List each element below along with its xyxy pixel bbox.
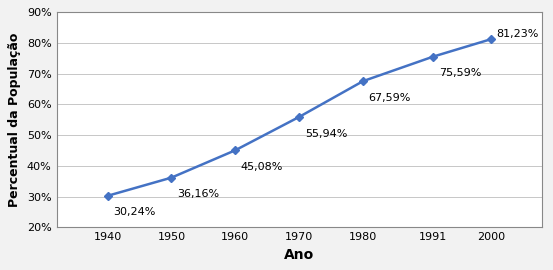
Text: 45,08%: 45,08%: [241, 162, 283, 172]
Text: 67,59%: 67,59%: [369, 93, 411, 103]
Text: 81,23%: 81,23%: [496, 29, 539, 39]
X-axis label: Ano: Ano: [284, 248, 314, 262]
Y-axis label: Percentual da População: Percentual da População: [8, 33, 22, 207]
Text: 55,94%: 55,94%: [305, 129, 347, 139]
Text: 75,59%: 75,59%: [439, 68, 481, 78]
Text: 36,16%: 36,16%: [177, 189, 219, 199]
Text: 30,24%: 30,24%: [113, 207, 155, 217]
